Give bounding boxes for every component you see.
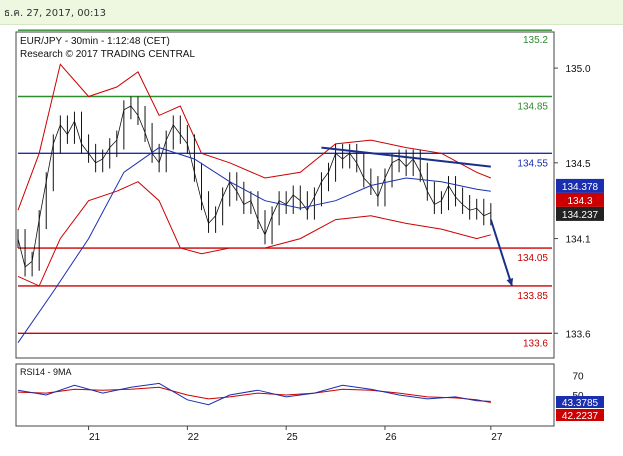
- price-chart: EUR/JPY - 30min - 1:12:48 (CET) Research…: [15, 29, 604, 443]
- rsi-ma-line: [17, 386, 491, 403]
- y-tick-label: 133.6: [565, 329, 590, 340]
- rsi-tag-box: [556, 396, 604, 408]
- level-label: 134.55: [517, 158, 548, 169]
- price-bars: [17, 96, 492, 277]
- rsi-tick-label: 70: [572, 372, 584, 383]
- bollinger-bands: [17, 63, 491, 287]
- rsi-tag-label: 42.2237: [562, 411, 599, 422]
- x-axis: 21 22 25 26 27: [88, 426, 503, 443]
- header-bar: ธ.ค. 27, 2017, 00:13: [0, 0, 623, 25]
- x-tick-label: 27: [491, 432, 503, 443]
- level-label: 135.2: [523, 35, 548, 46]
- band-lower-line: [17, 181, 491, 287]
- level-label: 134.85: [517, 102, 548, 113]
- forecast-arrow-shaft: [489, 219, 513, 287]
- chart-title: EUR/JPY - 30min - 1:12:48 (CET): [20, 36, 170, 47]
- timestamp: ธ.ค. 27, 2017, 00:13: [4, 8, 107, 19]
- moving-average-line: [17, 147, 491, 343]
- price-tag-box: [556, 192, 604, 207]
- y-axis: 133.6 134.1 134.5 135.0: [554, 64, 591, 340]
- chart-area: EUR/JPY - 30min - 1:12:48 (CET) Research…: [0, 24, 623, 451]
- trendline: [321, 146, 491, 168]
- main-panel-frame: [15, 31, 555, 359]
- y-tick-label: 134.1: [565, 235, 590, 246]
- overlays: [17, 146, 514, 343]
- rsi-tag-box: [556, 409, 604, 421]
- forecast-arrow-head: [506, 277, 514, 286]
- price-tag-box: [556, 178, 604, 193]
- chart-subtitle: Research © 2017 TRADING CENTRAL: [20, 49, 195, 60]
- level-label: 133.6: [523, 338, 548, 349]
- level-label: 133.85: [517, 291, 548, 302]
- level-label: 134.05: [517, 253, 548, 264]
- price-line: [17, 105, 491, 268]
- price-tags: 134.378 134.3 134.237: [556, 178, 604, 221]
- x-tick-label: 25: [287, 432, 299, 443]
- price-tag-label: 134.378: [562, 182, 599, 193]
- rsi-line: [17, 382, 491, 406]
- rsi-label: RSI14 - 9MA: [20, 367, 72, 377]
- x-tick-label: 26: [385, 432, 397, 443]
- x-tick-label: 22: [188, 432, 200, 443]
- rsi-tag-label: 43.3785: [562, 398, 599, 409]
- y-tick-label: 135.0: [565, 64, 590, 75]
- y-tick-label: 134.5: [565, 159, 590, 170]
- price-tag-box: [556, 206, 604, 221]
- price-tag-label: 134.3: [567, 196, 592, 207]
- band-upper-line: [17, 63, 491, 211]
- level-lines: 135.2 134.85 134.55 134.05 133.85 133.6: [18, 29, 552, 349]
- x-tick-label: 21: [89, 432, 101, 443]
- price-tag-label: 134.237: [562, 210, 599, 221]
